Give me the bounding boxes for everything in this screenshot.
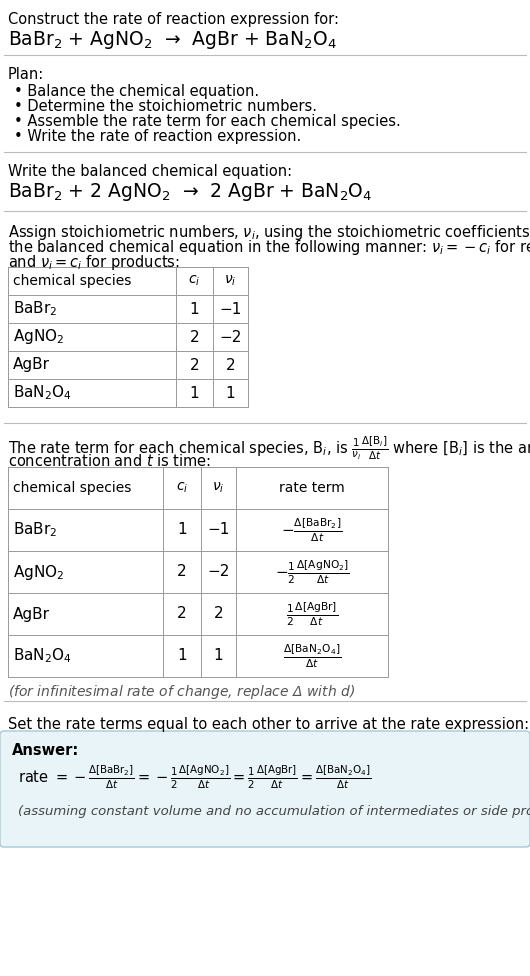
Text: Construct the rate of reaction expression for:: Construct the rate of reaction expressio… <box>8 12 339 27</box>
Text: 2: 2 <box>214 606 223 622</box>
Text: (for infinitesimal rate of change, replace Δ with $d$): (for infinitesimal rate of change, repla… <box>8 683 355 701</box>
Text: Assign stoichiometric numbers, $\nu_i$, using the stoichiometric coefficients, $: Assign stoichiometric numbers, $\nu_i$, … <box>8 223 530 242</box>
Text: 2: 2 <box>177 564 187 580</box>
Text: 2: 2 <box>177 606 187 622</box>
Text: Answer:: Answer: <box>12 743 80 758</box>
Text: rate term: rate term <box>279 481 345 495</box>
Text: 1: 1 <box>177 648 187 664</box>
Text: $c_i$: $c_i$ <box>176 481 188 495</box>
Text: $\frac{\Delta[\mathrm{BaN_2O_4}]}{\Delta t}$: $\frac{\Delta[\mathrm{BaN_2O_4}]}{\Delta… <box>283 642 341 670</box>
Text: BaN$_2$O$_4$: BaN$_2$O$_4$ <box>13 384 72 402</box>
Text: AgNO$_2$: AgNO$_2$ <box>13 328 64 346</box>
Text: Plan:: Plan: <box>8 67 44 82</box>
Text: 1: 1 <box>190 302 199 316</box>
Text: 2: 2 <box>226 357 235 373</box>
Text: rate $= -\frac{\Delta[\mathrm{BaBr_2}]}{\Delta t} = -\frac{1}{2}\frac{\Delta[\ma: rate $= -\frac{\Delta[\mathrm{BaBr_2}]}{… <box>18 763 372 791</box>
Text: −2: −2 <box>207 564 229 580</box>
Text: The rate term for each chemical species, B$_i$, is $\frac{1}{\nu_i}\frac{\Delta[: The rate term for each chemical species,… <box>8 435 530 463</box>
Text: BaBr$_2$: BaBr$_2$ <box>13 300 57 318</box>
Text: AgBr: AgBr <box>13 606 50 622</box>
Text: Set the rate terms equal to each other to arrive at the rate expression:: Set the rate terms equal to each other t… <box>8 717 529 732</box>
Text: $c_i$: $c_i$ <box>188 274 201 288</box>
Text: (assuming constant volume and no accumulation of intermediates or side products): (assuming constant volume and no accumul… <box>18 804 530 818</box>
Text: −1: −1 <box>219 302 242 316</box>
Text: chemical species: chemical species <box>13 481 131 495</box>
Text: 2: 2 <box>190 357 199 373</box>
Text: chemical species: chemical species <box>13 274 131 288</box>
Text: BaBr$_2$ + 2 AgNO$_2$  →  2 AgBr + BaN$_2$O$_4$: BaBr$_2$ + 2 AgNO$_2$ → 2 AgBr + BaN$_2$… <box>8 181 373 203</box>
Text: 1: 1 <box>214 648 223 664</box>
Text: $\nu_i$: $\nu_i$ <box>224 274 237 288</box>
Text: • Balance the chemical equation.: • Balance the chemical equation. <box>14 84 259 99</box>
Text: • Write the rate of reaction expression.: • Write the rate of reaction expression. <box>14 129 301 144</box>
Text: AgBr: AgBr <box>13 357 50 373</box>
Text: BaBr$_2$: BaBr$_2$ <box>13 520 57 540</box>
Text: $\nu_i$: $\nu_i$ <box>213 481 225 495</box>
Text: the balanced chemical equation in the following manner: $\nu_i = -c_i$ for react: the balanced chemical equation in the fo… <box>8 238 530 257</box>
Text: −2: −2 <box>219 330 242 345</box>
Text: BaN$_2$O$_4$: BaN$_2$O$_4$ <box>13 647 72 666</box>
Text: Write the balanced chemical equation:: Write the balanced chemical equation: <box>8 164 292 179</box>
Text: 2: 2 <box>190 330 199 345</box>
Text: 1: 1 <box>226 386 235 400</box>
Text: $-\frac{\Delta[\mathrm{BaBr_2}]}{\Delta t}$: $-\frac{\Delta[\mathrm{BaBr_2}]}{\Delta … <box>281 516 342 544</box>
Text: BaBr$_2$ + AgNO$_2$  →  AgBr + BaN$_2$O$_4$: BaBr$_2$ + AgNO$_2$ → AgBr + BaN$_2$O$_4… <box>8 29 337 51</box>
Text: and $\nu_i = c_i$ for products:: and $\nu_i = c_i$ for products: <box>8 253 180 272</box>
Text: 1: 1 <box>190 386 199 400</box>
Text: 1: 1 <box>177 522 187 538</box>
FancyBboxPatch shape <box>0 731 530 847</box>
Text: AgNO$_2$: AgNO$_2$ <box>13 562 64 582</box>
Text: • Assemble the rate term for each chemical species.: • Assemble the rate term for each chemic… <box>14 114 401 129</box>
Text: $-\frac{1}{2}\frac{\Delta[\mathrm{AgNO_2}]}{\Delta t}$: $-\frac{1}{2}\frac{\Delta[\mathrm{AgNO_2… <box>275 558 349 586</box>
Text: concentration and $t$ is time:: concentration and $t$ is time: <box>8 453 211 469</box>
Text: −1: −1 <box>207 522 229 538</box>
Text: $\frac{1}{2}\frac{\Delta[\mathrm{AgBr}]}{\Delta t}$: $\frac{1}{2}\frac{\Delta[\mathrm{AgBr}]}… <box>286 600 338 628</box>
Text: • Determine the stoichiometric numbers.: • Determine the stoichiometric numbers. <box>14 99 317 114</box>
